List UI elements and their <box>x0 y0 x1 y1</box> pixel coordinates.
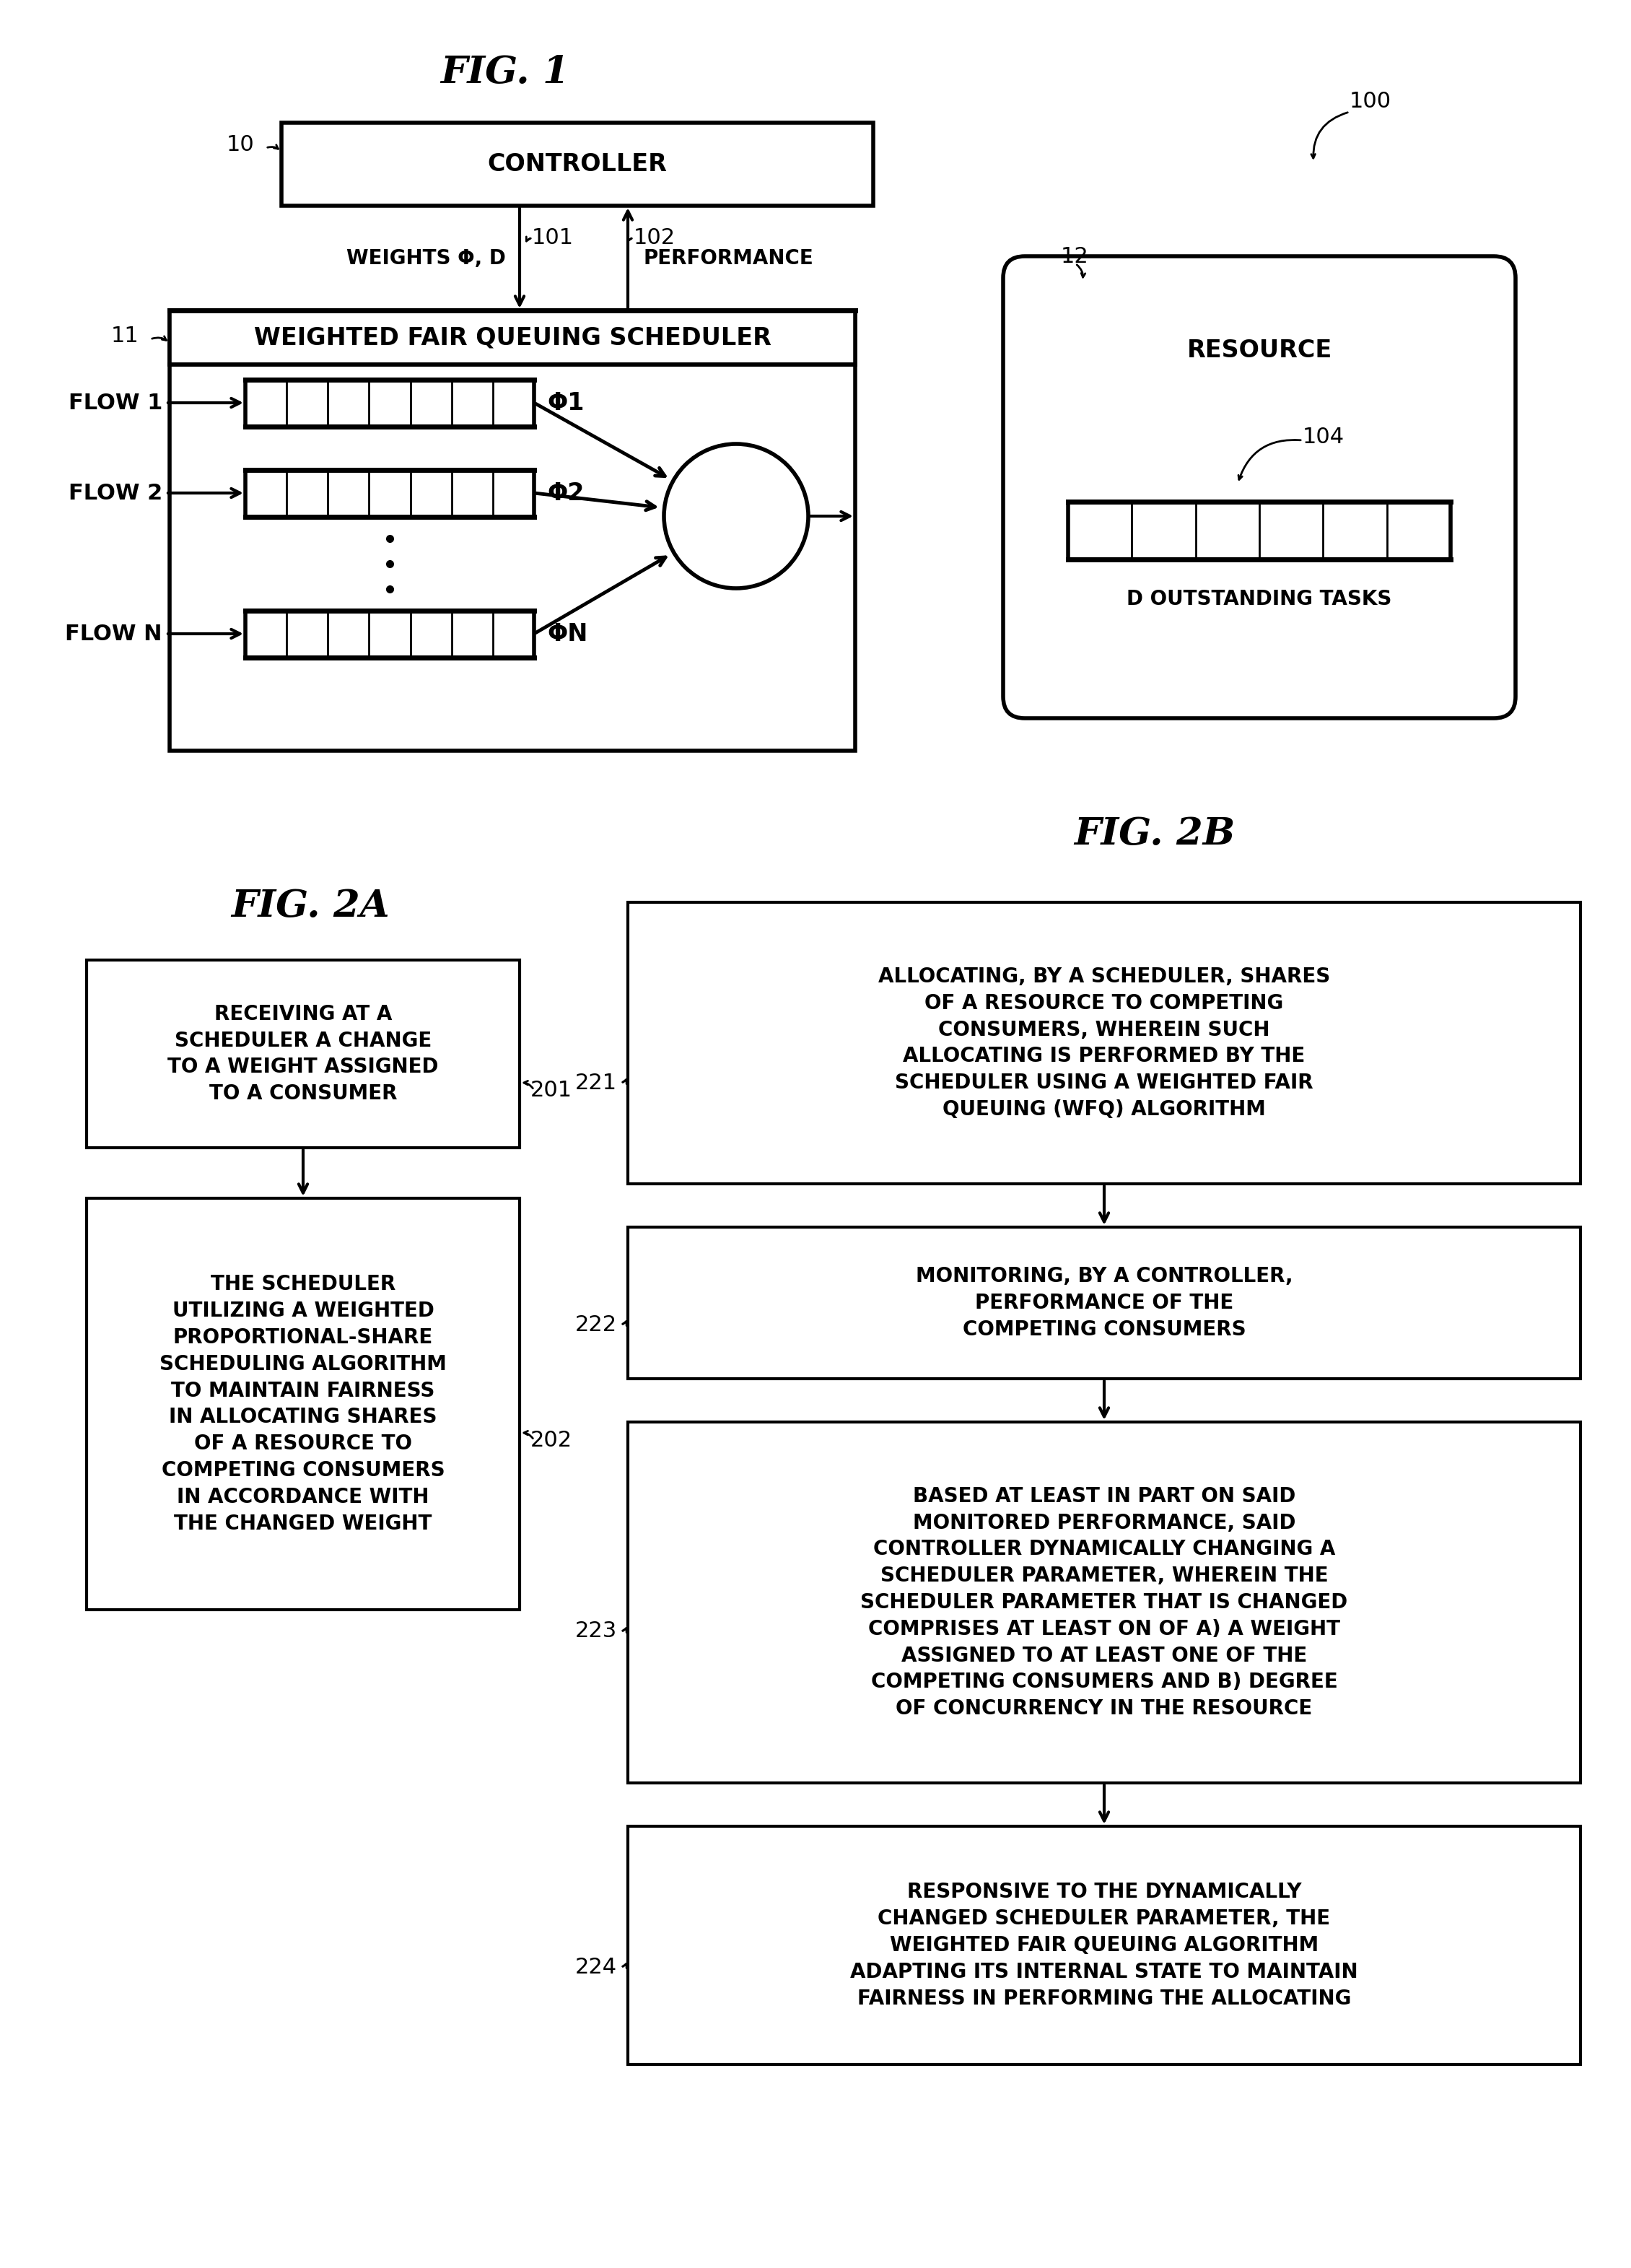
Bar <box>170 311 855 751</box>
Text: 101: 101 <box>532 227 574 247</box>
Text: BASED AT LEAST IN PART ON SAID
MONITORED PERFORMANCE, SAID
CONTROLLER DYNAMICALL: BASED AT LEAST IN PART ON SAID MONITORED… <box>861 1486 1347 1719</box>
Text: PERFORMANCE: PERFORMANCE <box>644 247 814 268</box>
Text: D OUTSTANDING TASKS: D OUTSTANDING TASKS <box>1127 590 1391 610</box>
Bar <box>86 959 520 1148</box>
Text: 223: 223 <box>576 1622 617 1642</box>
Text: 104: 104 <box>1303 426 1344 447</box>
Bar <box>170 311 855 365</box>
Bar <box>1068 501 1450 560</box>
Text: CONTROLLER: CONTROLLER <box>488 152 667 177</box>
Bar <box>86 1198 520 1610</box>
Bar <box>245 610 533 658</box>
Text: WEIGHTED FAIR QUEUING SCHEDULER: WEIGHTED FAIR QUEUING SCHEDULER <box>254 327 771 349</box>
Text: 12: 12 <box>1060 245 1090 268</box>
Bar <box>628 1227 1580 1379</box>
Text: WEIGHTS Φ, D: WEIGHTS Φ, D <box>346 247 506 268</box>
Text: RESOURCE: RESOURCE <box>1187 338 1333 363</box>
Text: FIG. 2B: FIG. 2B <box>1075 816 1235 853</box>
Bar <box>628 1422 1580 1783</box>
Text: FIG. 2A: FIG. 2A <box>232 887 390 925</box>
Text: Φ1: Φ1 <box>546 390 584 415</box>
Text: 201: 201 <box>530 1080 572 1100</box>
Text: 11: 11 <box>111 324 139 347</box>
Text: FIG. 1: FIG. 1 <box>440 54 569 91</box>
Text: FLOW N: FLOW N <box>65 624 163 644</box>
FancyBboxPatch shape <box>1003 256 1515 719</box>
Text: RECEIVING AT A
SCHEDULER A CHANGE
TO A WEIGHT ASSIGNED
TO A CONSUMER: RECEIVING AT A SCHEDULER A CHANGE TO A W… <box>168 1005 439 1105</box>
Bar <box>245 379 533 426</box>
Bar <box>245 469 533 517</box>
Text: 102: 102 <box>633 227 675 247</box>
Text: 100: 100 <box>1349 91 1391 111</box>
Text: 10: 10 <box>227 134 254 154</box>
Text: THE SCHEDULER
UTILIZING A WEIGHTED
PROPORTIONAL-SHARE
SCHEDULING ALGORITHM
TO MA: THE SCHEDULER UTILIZING A WEIGHTED PROPO… <box>160 1275 447 1533</box>
Text: RESPONSIVE TO THE DYNAMICALLY
CHANGED SCHEDULER PARAMETER, THE
WEIGHTED FAIR QUE: RESPONSIVE TO THE DYNAMICALLY CHANGED SC… <box>850 1882 1359 2009</box>
Text: 202: 202 <box>530 1429 572 1452</box>
Bar <box>628 1826 1580 2064</box>
Text: FLOW 1: FLOW 1 <box>69 392 163 413</box>
Text: 222: 222 <box>576 1313 617 1336</box>
Text: ALLOCATING, BY A SCHEDULER, SHARES
OF A RESOURCE TO COMPETING
CONSUMERS, WHEREIN: ALLOCATING, BY A SCHEDULER, SHARES OF A … <box>877 966 1331 1120</box>
Text: ΦN: ΦN <box>546 621 587 646</box>
Bar <box>282 122 873 206</box>
Text: FLOW 2: FLOW 2 <box>69 483 163 503</box>
Text: Φ2: Φ2 <box>546 481 584 506</box>
Text: 221: 221 <box>576 1073 617 1093</box>
Bar <box>628 903 1580 1184</box>
Text: 224: 224 <box>576 1957 617 1978</box>
Text: MONITORING, BY A CONTROLLER,
PERFORMANCE OF THE
COMPETING CONSUMERS: MONITORING, BY A CONTROLLER, PERFORMANCE… <box>915 1266 1293 1340</box>
